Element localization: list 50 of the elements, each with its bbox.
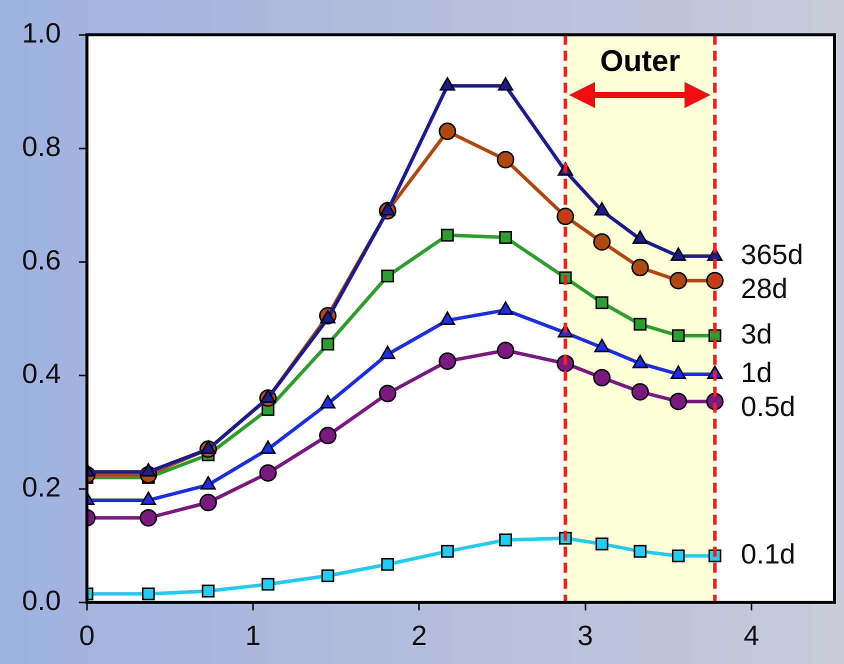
point [670,272,688,290]
point [259,464,277,482]
x-tick-label: 1 [245,620,261,651]
point [202,584,215,598]
series-label: 0.1d [740,538,796,570]
point [672,549,685,562]
series-label: 0.5d [740,390,796,422]
point [631,383,649,401]
y-tick-label: 0.2 [22,472,61,503]
point [593,368,611,386]
point [321,569,334,582]
point [670,392,688,410]
point [593,233,611,251]
point [262,578,274,591]
point [441,228,454,242]
series-label: 1d [740,356,772,388]
point [596,538,608,550]
y-tick-label: 0.8 [22,131,61,162]
point [634,544,647,558]
y-tick-label: 1.0 [22,18,61,49]
point [499,534,512,546]
point [378,384,396,402]
point [438,352,456,370]
series-label: 365d [740,238,804,270]
point [142,587,155,600]
band-label: Outer [600,45,680,78]
y-tick-label: 0.6 [22,244,61,276]
point [140,509,158,527]
point [634,318,647,331]
series-label: 28d [740,272,788,304]
y-tick-label: 0.4 [22,358,61,390]
y-tick-label: 0.0 [22,585,61,616]
point [319,426,337,444]
point [321,338,334,351]
point [672,329,685,342]
point [496,150,514,168]
point [438,122,456,140]
x-tick-label: 0 [79,620,95,651]
point [596,296,608,310]
series-label: 3d [740,318,772,350]
point [631,258,649,276]
point [496,342,514,360]
point [441,544,454,558]
point [381,558,394,571]
x-tick-label: 3 [578,620,594,651]
point [199,494,217,512]
x-tick-label: 2 [411,620,427,651]
point [381,270,394,282]
point [499,231,512,244]
x-tick-label: 4 [744,620,760,651]
